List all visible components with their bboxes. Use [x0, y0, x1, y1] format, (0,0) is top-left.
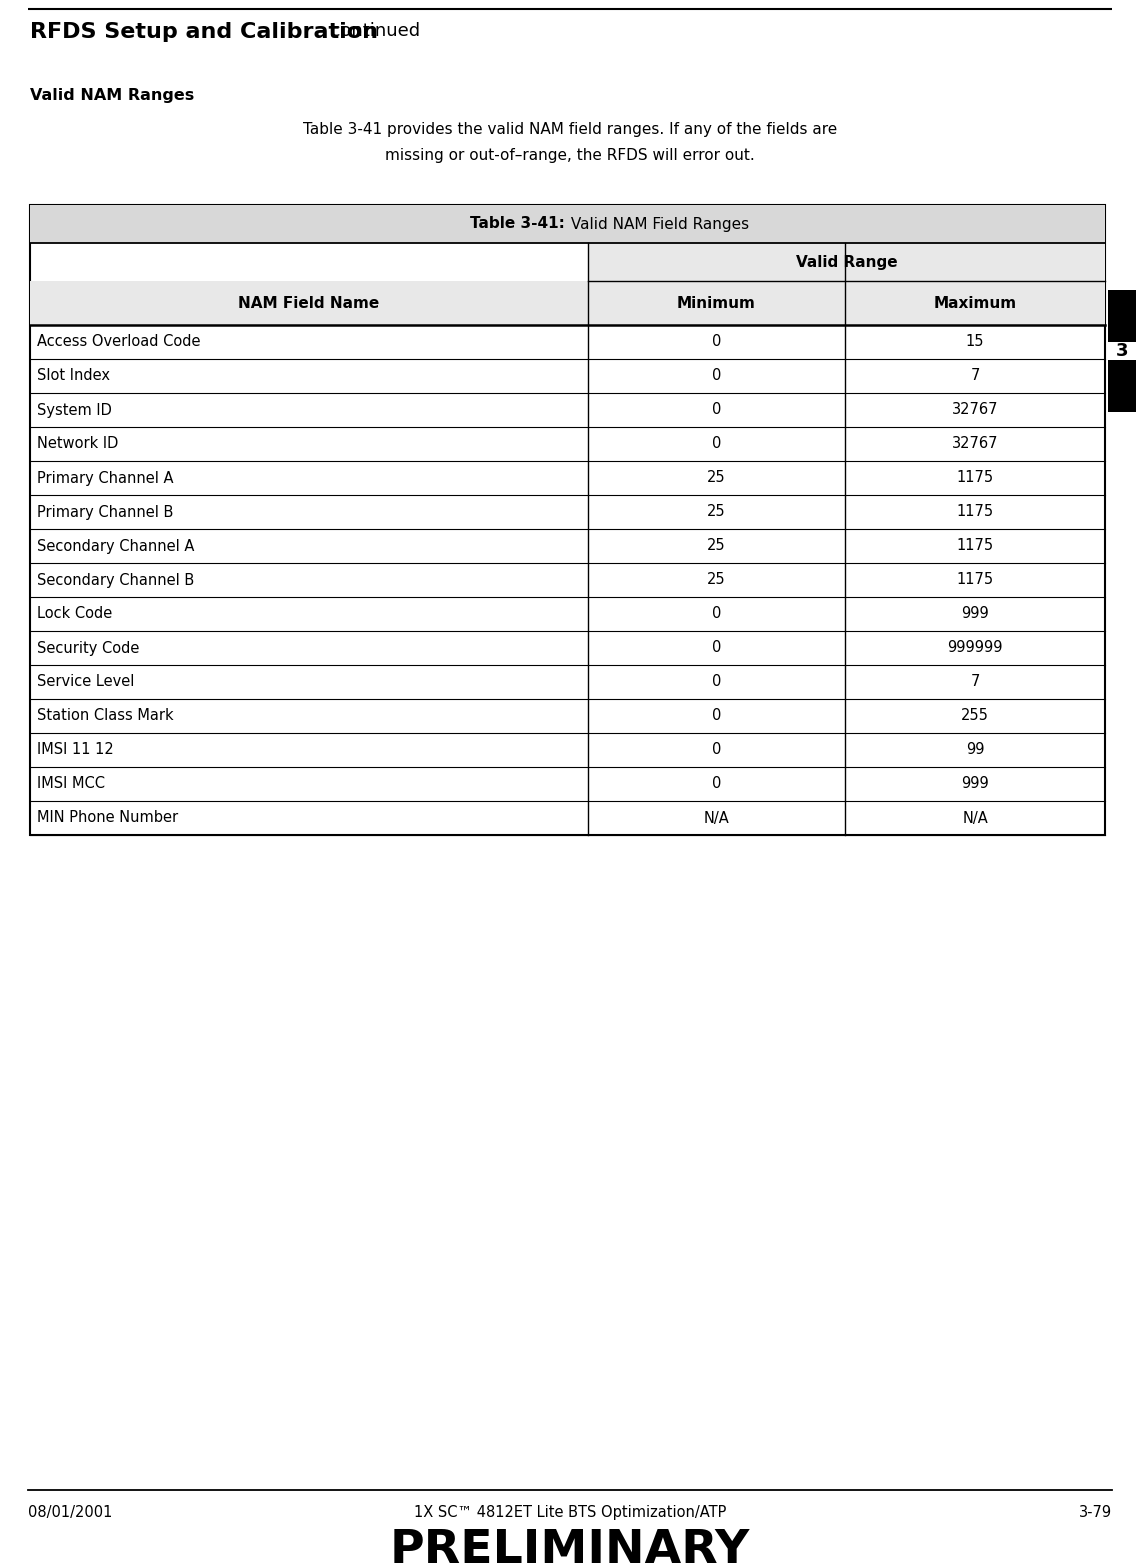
Text: Network ID: Network ID	[36, 437, 119, 451]
Text: 1175: 1175	[956, 504, 994, 520]
Text: 0: 0	[711, 606, 722, 622]
Text: Lock Code: Lock Code	[36, 606, 112, 622]
Text: 0: 0	[711, 402, 722, 418]
Text: Primary Channel B: Primary Channel B	[36, 504, 173, 520]
Text: 25: 25	[707, 504, 726, 520]
Text: 0: 0	[711, 437, 722, 451]
Text: 3-79: 3-79	[1078, 1505, 1112, 1521]
Text: 25: 25	[707, 470, 726, 485]
Text: Slot Index: Slot Index	[36, 368, 109, 384]
Text: 0: 0	[711, 335, 722, 349]
Bar	[588, 243, 1105, 280]
Text: Station Class Mark: Station Class Mark	[36, 708, 173, 723]
Text: Secondary Channel B: Secondary Channel B	[36, 573, 194, 587]
Bar	[1108, 360, 1135, 412]
Text: 7: 7	[970, 675, 979, 689]
Text: 999999: 999999	[947, 640, 1003, 656]
Text: – continued: – continued	[310, 22, 421, 41]
Text: Access Overload Code: Access Overload Code	[36, 335, 201, 349]
Text: 15: 15	[966, 335, 984, 349]
Text: Valid NAM Field Ranges: Valid NAM Field Ranges	[567, 216, 750, 232]
Text: Minimum: Minimum	[677, 296, 756, 310]
Text: Primary Channel A: Primary Channel A	[36, 470, 173, 485]
Text: 0: 0	[711, 708, 722, 723]
Text: 25: 25	[707, 573, 726, 587]
Text: NAM Field Name: NAM Field Name	[238, 296, 380, 310]
Text: 99: 99	[966, 742, 984, 758]
Text: Secondary Channel A: Secondary Channel A	[36, 539, 195, 553]
Text: Valid NAM Ranges: Valid NAM Ranges	[30, 88, 194, 103]
Text: Security Code: Security Code	[36, 640, 139, 656]
Text: 0: 0	[711, 777, 722, 791]
Text: System ID: System ID	[36, 402, 112, 418]
Text: 25: 25	[707, 539, 726, 553]
Bar	[1108, 290, 1135, 341]
Text: 0: 0	[711, 675, 722, 689]
Text: PRELIMINARY: PRELIMINARY	[390, 1528, 750, 1566]
Text: 999: 999	[961, 777, 988, 791]
Text: MIN Phone Number: MIN Phone Number	[36, 811, 178, 825]
Text: 08/01/2001: 08/01/2001	[28, 1505, 113, 1521]
Bar	[30, 205, 1105, 835]
Text: 32767: 32767	[952, 402, 999, 418]
Text: 1175: 1175	[956, 573, 994, 587]
Text: Service Level: Service Level	[36, 675, 135, 689]
Text: 999: 999	[961, 606, 988, 622]
Text: 255: 255	[961, 708, 988, 723]
Text: 0: 0	[711, 742, 722, 758]
Text: Valid Range: Valid Range	[796, 255, 897, 269]
Text: 1175: 1175	[956, 470, 994, 485]
Text: 32767: 32767	[952, 437, 999, 451]
Text: N/A: N/A	[703, 811, 730, 825]
Text: RFDS Setup and Calibration: RFDS Setup and Calibration	[30, 22, 378, 42]
Text: missing or out-of–range, the RFDS will error out.: missing or out-of–range, the RFDS will e…	[385, 149, 755, 163]
Text: IMSI 11 12: IMSI 11 12	[36, 742, 114, 758]
Text: N/A: N/A	[962, 811, 988, 825]
Text: IMSI MCC: IMSI MCC	[36, 777, 105, 791]
Text: 1175: 1175	[956, 539, 994, 553]
Bar	[30, 280, 1105, 326]
Text: 1X SC™ 4812ET Lite BTS Optimization/ATP: 1X SC™ 4812ET Lite BTS Optimization/ATP	[414, 1505, 726, 1521]
Text: 7: 7	[970, 368, 979, 384]
Text: 3: 3	[1116, 341, 1129, 360]
Text: Table 3-41 provides the valid NAM field ranges. If any of the fields are: Table 3-41 provides the valid NAM field …	[303, 122, 837, 136]
Text: Maximum: Maximum	[934, 296, 1017, 310]
Text: Table 3-41:: Table 3-41:	[470, 216, 564, 232]
Bar	[30, 205, 1105, 243]
Text: 0: 0	[711, 368, 722, 384]
Text: 0: 0	[711, 640, 722, 656]
